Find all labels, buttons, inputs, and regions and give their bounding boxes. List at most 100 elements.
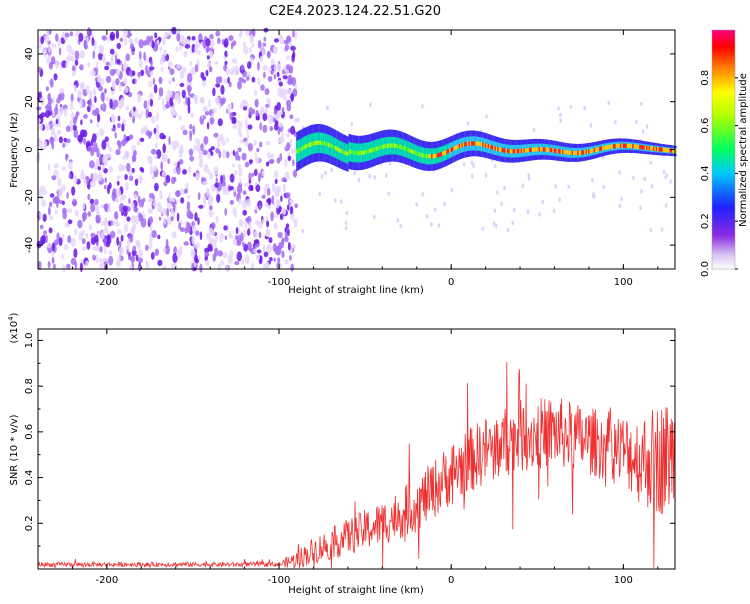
heatmap-cell <box>235 227 239 235</box>
heatmap-cell <box>253 230 259 238</box>
heatmap-cell <box>192 144 198 151</box>
heatmap-cell <box>245 217 250 222</box>
heatmap-cell <box>47 261 51 269</box>
heatmap-cell <box>61 184 66 192</box>
heatmap-cell <box>615 143 618 149</box>
heatmap-cell <box>115 188 122 198</box>
heatmap-cell <box>205 38 211 47</box>
heatmap-cell <box>64 32 70 38</box>
heatmap-cell <box>172 252 178 263</box>
heatmap-cell <box>270 64 275 70</box>
heatmap-cell <box>403 146 406 151</box>
heatmap-cell <box>205 69 209 77</box>
heatmap-cell <box>350 122 354 127</box>
heatmap-cell <box>123 78 128 85</box>
heatmap-cell <box>161 265 168 271</box>
heatmap-cell <box>54 195 60 204</box>
heatmap-cell <box>496 190 499 195</box>
colorbar-label: Normalized spectral amplitude <box>738 73 749 227</box>
heatmap-cell <box>250 185 254 191</box>
heatmap-cell <box>210 146 215 151</box>
heatmap-cell <box>46 244 52 248</box>
heatmap-cell <box>73 175 78 184</box>
heatmap-cell <box>149 71 154 76</box>
heatmap-cell <box>472 141 474 146</box>
heatmap-cell <box>591 178 594 183</box>
x-tick-label: 0 <box>448 277 454 288</box>
heatmap-cell <box>188 148 194 156</box>
heatmap-cell <box>504 148 506 153</box>
heatmap-cell <box>460 143 462 148</box>
heatmap-cell <box>238 132 243 138</box>
heatmap-cell <box>186 221 190 228</box>
heatmap-cell <box>249 34 254 44</box>
heatmap-cell <box>272 45 278 55</box>
heatmap-cell <box>123 223 129 233</box>
heatmap-cell <box>462 142 465 147</box>
heatmap-cell <box>567 184 570 189</box>
heatmap-cell <box>219 237 223 243</box>
heatmap-cell <box>281 177 287 183</box>
heatmap-cell <box>479 142 481 147</box>
heatmap-cell <box>443 150 446 156</box>
heatmap-cell <box>63 244 69 251</box>
heatmap-cell <box>109 98 113 109</box>
heatmap-cell <box>66 138 71 144</box>
heatmap-cell <box>151 40 155 49</box>
heatmap-cell <box>611 144 614 149</box>
heatmap-cell <box>87 27 91 35</box>
heatmap-cell <box>521 183 524 188</box>
heatmap-cell <box>618 170 621 175</box>
heatmap-cell <box>114 211 119 220</box>
heatmap-cell <box>357 177 361 183</box>
chart-title: C2E4.2023.124.22.51.G20 <box>269 4 441 19</box>
heatmap-cell <box>326 142 328 147</box>
snr-multiplier-base: (x10 <box>9 321 20 344</box>
heatmap-cell <box>73 248 78 259</box>
heatmap-cell <box>327 142 330 147</box>
heatmap-cell <box>125 106 130 111</box>
heatmap-cell <box>450 188 454 193</box>
heatmap-cell <box>40 112 46 118</box>
heatmap-cell <box>223 38 229 48</box>
heatmap-cell <box>161 97 165 106</box>
heatmap-cell <box>284 44 289 52</box>
heatmap-cell <box>212 240 217 248</box>
heatmap-cell <box>44 35 50 43</box>
heatmap-cell <box>522 148 524 153</box>
heatmap-cell <box>61 60 67 68</box>
heatmap-cell <box>435 153 437 158</box>
heatmap-cell <box>141 126 148 134</box>
heatmap-cell <box>559 112 562 118</box>
heatmap-cell <box>131 144 137 152</box>
heatmap-cell <box>602 184 605 190</box>
heatmap-cell <box>278 81 283 87</box>
heatmap-cell <box>287 242 291 251</box>
heatmap-cell <box>518 148 520 154</box>
heatmap-cell <box>472 163 475 168</box>
heatmap-cell <box>290 45 296 51</box>
heatmap-cell <box>81 169 84 177</box>
heatmap-cell <box>249 247 252 252</box>
heatmap-cell <box>51 175 57 181</box>
heatmap-cell <box>428 154 430 159</box>
heatmap-cell <box>159 189 163 200</box>
heatmap-cell <box>171 26 177 35</box>
heatmap-cell <box>557 149 560 154</box>
heatmap-cell <box>98 52 104 61</box>
heatmap-cell <box>98 85 104 92</box>
heatmap-cell <box>140 167 145 173</box>
heatmap-cell <box>493 145 495 151</box>
heatmap-cell <box>70 93 74 102</box>
heatmap-cell <box>209 34 214 40</box>
heatmap-cell <box>143 100 148 110</box>
heatmap-cell <box>147 208 152 214</box>
heatmap-cell <box>229 199 234 205</box>
heatmap-cell <box>220 84 225 95</box>
heatmap-cell <box>221 181 226 187</box>
heatmap-cell <box>420 152 422 158</box>
heatmap-cell <box>557 106 560 111</box>
heatmap-cell <box>551 148 553 153</box>
heatmap-cell <box>326 105 329 110</box>
